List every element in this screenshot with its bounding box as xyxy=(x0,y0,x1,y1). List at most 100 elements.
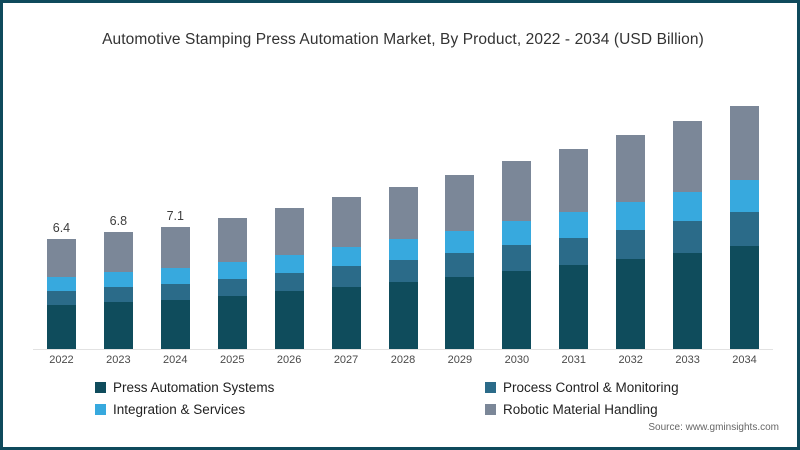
bar-stack[interactable] xyxy=(673,121,703,349)
bar-segment[interactable] xyxy=(673,221,703,253)
bar-column[interactable]: 6.8 xyxy=(91,214,145,349)
plot-area: 6.4 6.8 7.1 xyxy=(33,73,773,349)
bar-column[interactable] xyxy=(604,135,658,349)
bar-segment[interactable] xyxy=(502,245,532,271)
bar-segment[interactable] xyxy=(616,201,646,230)
bar-segment[interactable] xyxy=(673,252,703,349)
bar-segment[interactable] xyxy=(388,239,418,261)
bar-value-label: 7.1 xyxy=(166,208,184,223)
bar-segment[interactable] xyxy=(616,135,646,202)
bar-segment[interactable] xyxy=(274,291,304,349)
bar-segment[interactable] xyxy=(445,174,475,231)
bar-segment[interactable] xyxy=(502,270,532,349)
bar-column[interactable] xyxy=(319,197,373,349)
bar-segment[interactable] xyxy=(331,286,361,349)
legend-swatch-icon xyxy=(95,381,106,393)
bar-segment[interactable] xyxy=(103,302,133,349)
bar-segment[interactable] xyxy=(502,220,532,245)
bar-stack[interactable] xyxy=(274,207,304,349)
bar-segment[interactable] xyxy=(103,272,133,287)
bar-column[interactable] xyxy=(718,105,772,349)
bar-stack[interactable] xyxy=(160,226,190,349)
bar-column[interactable] xyxy=(433,174,487,349)
bar-segment[interactable] xyxy=(274,207,304,255)
x-axis-tick-label: 2022 xyxy=(49,354,74,366)
bar-segment[interactable] xyxy=(160,299,190,349)
bar-segment[interactable] xyxy=(46,238,76,278)
x-axis-line xyxy=(33,349,773,350)
bar-column[interactable] xyxy=(490,161,544,349)
bar-stack[interactable] xyxy=(217,217,247,349)
bar-stack[interactable] xyxy=(46,238,76,349)
legend-label: Integration & Services xyxy=(113,401,246,417)
bar-segment[interactable] xyxy=(445,253,475,277)
legend-item[interactable]: Process Control & Monitoring xyxy=(485,377,679,397)
bar-column[interactable]: 6.4 xyxy=(34,221,88,349)
bar-stack[interactable] xyxy=(388,186,418,349)
legend-item[interactable]: Press Automation Systems xyxy=(95,377,274,397)
x-axis-tick-label: 2029 xyxy=(447,354,473,366)
bar-segment[interactable] xyxy=(274,254,304,273)
legend-swatch-icon xyxy=(485,381,496,393)
bar-segment[interactable] xyxy=(388,260,418,282)
bar-segment[interactable] xyxy=(103,286,133,303)
bar-segment[interactable] xyxy=(616,229,646,259)
bar-segment[interactable] xyxy=(559,237,589,265)
bar-column[interactable] xyxy=(205,217,259,349)
bar-segment[interactable] xyxy=(673,191,703,222)
bar-segment[interactable] xyxy=(274,272,304,292)
bar-stack[interactable] xyxy=(103,231,133,349)
bar-segment[interactable] xyxy=(559,148,589,212)
bar-segment[interactable] xyxy=(445,230,475,254)
chart-title: Automotive Stamping Press Automation Mar… xyxy=(102,31,704,48)
bar-segment[interactable] xyxy=(46,305,76,349)
bar-column[interactable] xyxy=(661,121,715,349)
legend-item[interactable]: Integration & Services xyxy=(95,399,245,419)
bar-segment[interactable] xyxy=(46,277,76,291)
bar-segment[interactable] xyxy=(730,212,760,246)
bar-stack[interactable] xyxy=(616,135,646,349)
bar-segment[interactable] xyxy=(388,281,418,349)
bar-stack[interactable] xyxy=(445,174,475,349)
bar-value-label: 6.4 xyxy=(52,220,71,235)
bar-segment[interactable] xyxy=(217,217,247,263)
bar-segment[interactable] xyxy=(217,295,247,349)
bar-segment[interactable] xyxy=(331,266,361,287)
x-axis-tick-label: 2033 xyxy=(675,354,700,366)
x-axis-tick-label: 2030 xyxy=(504,354,530,366)
bar-column[interactable] xyxy=(547,148,601,349)
bar-segment[interactable] xyxy=(103,231,133,273)
legend-item[interactable]: Robotic Material Handling xyxy=(485,399,658,419)
bar-segment[interactable] xyxy=(217,278,247,296)
bar-segment[interactable] xyxy=(331,247,361,267)
bar-segment[interactable] xyxy=(217,262,247,279)
bar-segment[interactable] xyxy=(730,245,760,349)
bar-stack[interactable] xyxy=(502,161,532,349)
bar-segment[interactable] xyxy=(559,265,589,349)
bar-segment[interactable] xyxy=(331,197,361,248)
bar-column[interactable] xyxy=(262,207,316,349)
bar-segment[interactable] xyxy=(673,121,703,192)
bar-segment[interactable] xyxy=(160,226,190,269)
x-axis-tick-label: 2032 xyxy=(618,354,643,366)
bar-column[interactable] xyxy=(376,186,430,349)
legend-label: Process Control & Monitoring xyxy=(503,379,679,395)
bar-stack[interactable] xyxy=(331,197,361,349)
bar-column[interactable]: 7.1 xyxy=(148,209,202,349)
bar-segment[interactable] xyxy=(46,290,76,306)
bar-segment[interactable] xyxy=(160,268,190,284)
bar-stack[interactable] xyxy=(730,105,760,349)
bar-segment[interactable] xyxy=(445,276,475,349)
x-axis-ticks: 2022 2023 2024 2025 2026 2027 2028 2029 2030 2031… xyxy=(33,354,773,372)
x-axis-tick-label: 2026 xyxy=(276,354,302,366)
bar-segment[interactable] xyxy=(730,105,760,180)
bar-segment[interactable] xyxy=(502,161,532,221)
bar-segment[interactable] xyxy=(388,186,418,240)
legend-swatch-icon xyxy=(485,403,496,415)
bar-segment[interactable] xyxy=(559,211,589,238)
bar-segment[interactable] xyxy=(730,179,760,213)
bar-segment[interactable] xyxy=(160,283,190,300)
bar-stack[interactable] xyxy=(559,148,589,349)
bar-segment[interactable] xyxy=(616,258,646,349)
